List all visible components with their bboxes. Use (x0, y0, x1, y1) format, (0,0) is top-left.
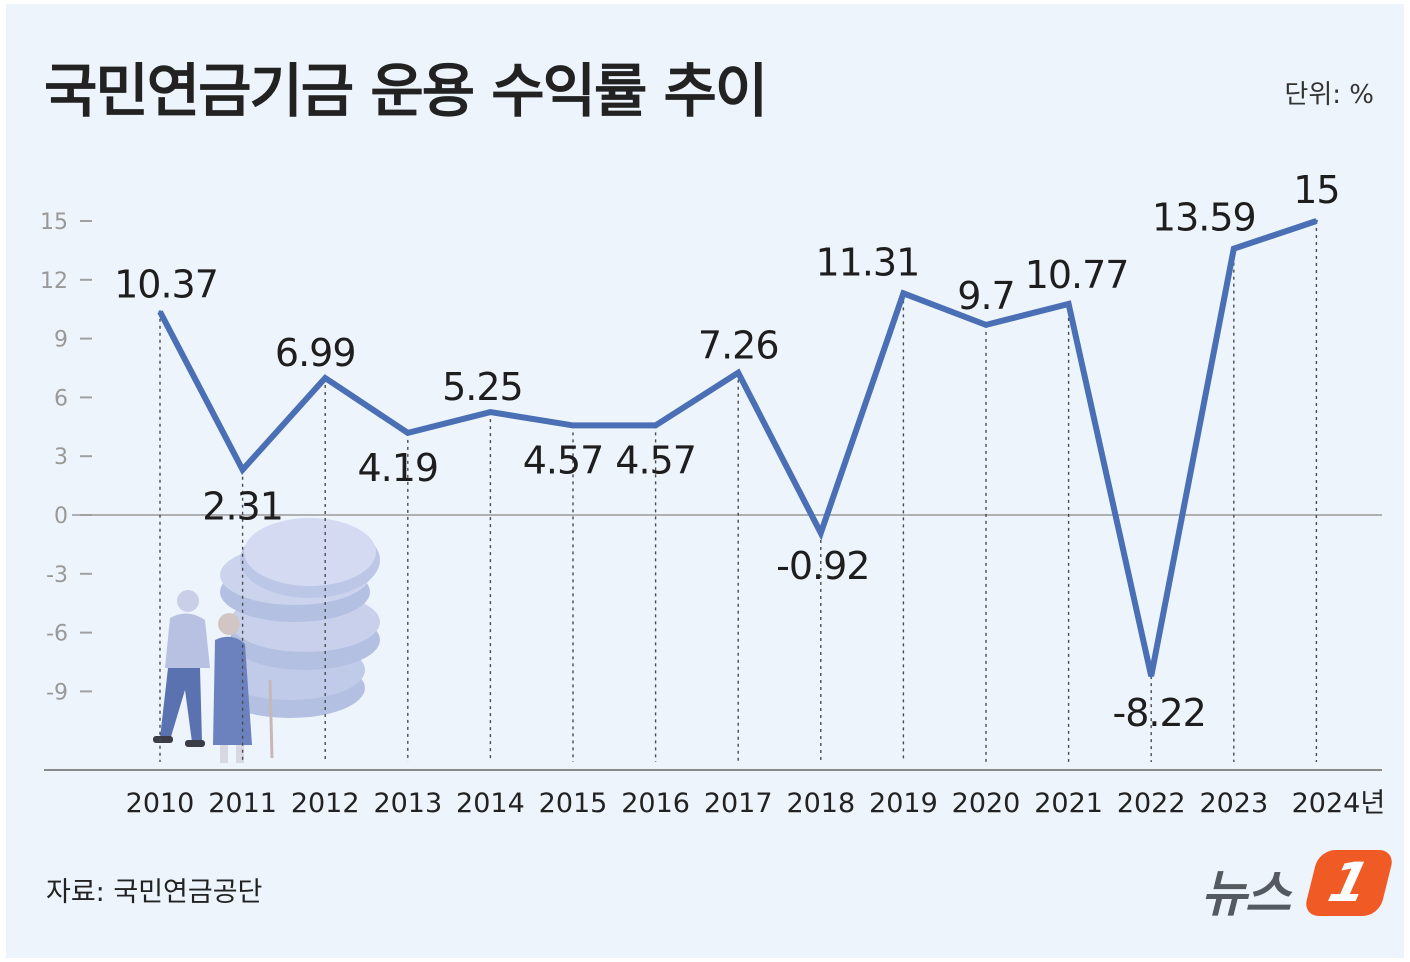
elderly-couple-illustration (153, 590, 274, 763)
infographic-card: 국민연금기금 운용 수익률 추이 단위: % 자료: 국민연금공단 뉴스 1 (6, 4, 1404, 958)
data-label: -8.22 (1113, 691, 1206, 735)
x-tick-label: 2011 (208, 788, 277, 819)
unit-label: 단위: % (1284, 80, 1374, 110)
data-point (736, 371, 740, 375)
x-tick-label: 2022 (1117, 788, 1186, 819)
series-line-group (157, 218, 1318, 678)
data-point (1314, 219, 1318, 223)
data-point (819, 531, 823, 535)
data-label: 10.77 (1025, 253, 1129, 297)
y-tick-label: 9 (54, 328, 68, 353)
y-tick-label: -6 (46, 622, 68, 647)
vertical-guides (159, 221, 1318, 762)
data-point (241, 468, 245, 472)
x-tick-label: 2023 (1199, 788, 1268, 819)
data-point (1067, 302, 1071, 306)
data-point (1232, 247, 1236, 251)
data-label: 2.31 (202, 485, 283, 529)
data-label: 4.19 (357, 446, 438, 490)
x-tick-label: 2024년 (1292, 788, 1386, 819)
x-tick-label: 2010 (126, 788, 195, 819)
x-tick-label: 2016 (621, 788, 690, 819)
y-tick-label: 3 (54, 445, 68, 470)
data-label: 4.57 (523, 438, 604, 482)
data-point (488, 410, 492, 414)
x-tick-label: 2020 (952, 788, 1021, 819)
source-note: 자료: 국민연금공단 (46, 877, 263, 908)
y-tick-label: -9 (46, 680, 68, 705)
data-point (984, 323, 988, 327)
x-tick-label: 2017 (704, 788, 773, 819)
news1-logo: 뉴스 1 (1201, 850, 1396, 923)
chart-title: 국민연금기금 운용 수익률 추이 (44, 57, 768, 125)
data-label: 15 (1293, 168, 1339, 212)
data-label: 5.25 (442, 365, 523, 409)
x-tick-label: 2015 (539, 788, 608, 819)
data-point (406, 431, 410, 435)
x-tick-label: 2012 (291, 788, 360, 819)
x-tick-label: 2019 (869, 788, 938, 819)
data-label: 13.59 (1152, 196, 1256, 240)
data-label: 11.31 (816, 240, 920, 284)
value-labels: 10.372.316.994.195.254.57 4.577.26-0.9211… (114, 168, 1340, 735)
data-label: 10.37 (114, 263, 218, 307)
data-label: 7.26 (698, 324, 779, 368)
x-tick-label: 2013 (373, 788, 442, 819)
data-label: 9.7 (957, 274, 1014, 318)
data-point (158, 310, 162, 314)
x-tick-label: 2018 (786, 788, 855, 819)
y-tick-label: -3 (46, 563, 68, 588)
data-point (1149, 674, 1153, 678)
data-point (654, 423, 658, 427)
data-point (323, 376, 327, 380)
data-label: 4.57 (615, 438, 696, 482)
y-tick-label: 0 (54, 504, 68, 529)
x-tick-label: 2021 (1034, 788, 1103, 819)
data-point (571, 423, 575, 427)
y-tick-label: 12 (40, 269, 68, 294)
chart-axes: 15 12 9 6 3 0 -3 -6 -9 (40, 210, 1382, 771)
logo-text: 뉴스 (1201, 865, 1291, 923)
y-tick-label: 6 (54, 386, 68, 411)
data-label: -0.92 (776, 544, 869, 588)
coins-illustration (215, 518, 380, 718)
y-tick-label: 15 (40, 210, 68, 235)
data-point (901, 291, 905, 295)
x-tick-label: 2014 (456, 788, 525, 819)
x-axis-labels: 2010 2011 2012 2013 2014 2015 2016 2017 2018 2019… (126, 788, 1386, 819)
data-label: 6.99 (275, 331, 356, 375)
